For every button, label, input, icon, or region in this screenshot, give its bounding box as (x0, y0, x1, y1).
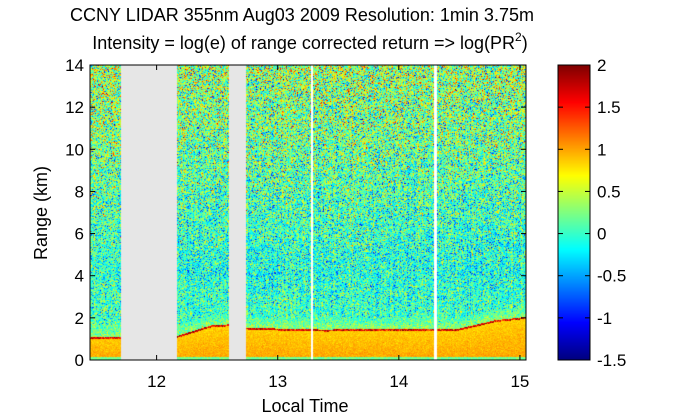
y-tick-label: 2 (75, 309, 84, 328)
y-tick-label: 10 (65, 140, 84, 159)
colorbar-tick-label: 0.5 (597, 182, 621, 201)
y-tick-label: 6 (75, 225, 84, 244)
y-tick-label: 12 (65, 98, 84, 117)
colorbar-tick-label: 2 (597, 56, 606, 75)
x-tick-label: 15 (510, 372, 529, 391)
chart-subtitle-suffix: ) (522, 33, 528, 53)
y-tick-label: 0 (75, 351, 84, 370)
colorbar-tick-label: -1.5 (597, 351, 626, 370)
colorbar-tick-label: 1 (597, 140, 606, 159)
colorbar-tick-label: -0.5 (597, 267, 626, 286)
y-axis-label: Range (km) (31, 166, 51, 260)
y-tick-label: 8 (75, 182, 84, 201)
chart-subtitle: Intensity = log(e) of range corrected re… (92, 30, 527, 53)
chart-subtitle-main: Intensity = log(e) of range corrected re… (92, 33, 515, 53)
colorbar-tick-label: 1.5 (597, 98, 621, 117)
x-tick-label: 12 (147, 372, 166, 391)
plot-frame (89, 64, 527, 361)
x-tick-label: 14 (389, 372, 408, 391)
colorbar-frame (557, 64, 591, 361)
colorbar-tick-label: 0 (597, 225, 606, 244)
x-axis-label: Local Time (261, 396, 348, 416)
x-tick-label: 13 (268, 372, 287, 391)
colorbar-tick-label: -1 (597, 309, 612, 328)
chart-title: CCNY LIDAR 355nm Aug03 2009 Resolution: … (70, 5, 534, 25)
chart-subtitle-superscript: 2 (515, 30, 522, 44)
heatmap-plot-area (90, 65, 526, 360)
y-tick-label: 4 (75, 267, 84, 286)
colorbar-image (558, 65, 590, 360)
heatmap-image (90, 65, 526, 360)
y-tick-label: 14 (65, 56, 84, 75)
